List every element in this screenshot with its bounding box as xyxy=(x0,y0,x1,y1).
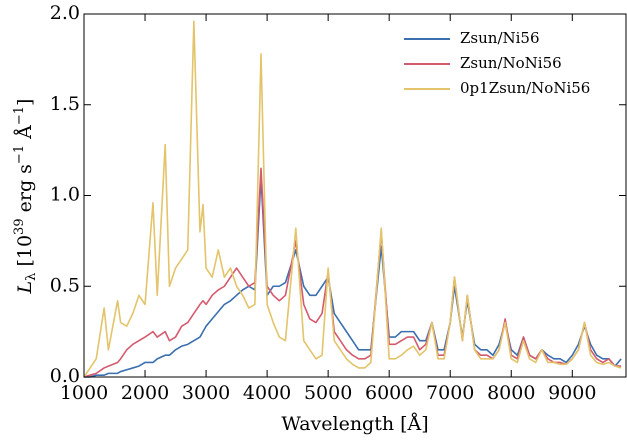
y-label-part: λ xyxy=(24,273,39,281)
x-tick-label: 2000 xyxy=(121,382,169,404)
y-label-part: L xyxy=(14,281,36,295)
x-tick-label: 6000 xyxy=(365,382,413,404)
y-label-part: erg s xyxy=(14,164,36,218)
series-line xyxy=(84,176,622,378)
x-tick-label: 4000 xyxy=(243,382,291,404)
y-label-part: Å xyxy=(14,125,36,145)
y-label-part: [10 xyxy=(14,235,36,273)
legend: Zsun/Ni56 Zsun/NoNi56 0p1Zsun/NoNi56 xyxy=(404,29,590,97)
y-label-part: ] xyxy=(14,99,36,106)
legend-label: Zsun/NoNi56 xyxy=(460,54,562,72)
y-tick-label: 0.0 xyxy=(50,365,80,387)
y-tick-label: 0.5 xyxy=(50,274,80,296)
y-label-part: −1 xyxy=(12,145,27,164)
legend-label: 0p1Zsun/NoNi56 xyxy=(460,79,590,97)
y-tick-label: 2.0 xyxy=(50,2,80,24)
y-label-part: 39 xyxy=(12,218,27,235)
x-tick-label: 1000 xyxy=(60,382,108,404)
y-axis-label: Lλ [1039 erg s−1 Å−1] xyxy=(12,99,39,295)
x-tick-label: 3000 xyxy=(182,382,230,404)
x-axis-label: Wavelength [Å] xyxy=(281,413,428,435)
y-label-part: −1 xyxy=(12,106,27,125)
y-tick-label: 1.5 xyxy=(50,93,80,115)
x-tick-label: 5000 xyxy=(304,382,352,404)
series-line xyxy=(83,167,622,378)
x-tick-label: 8000 xyxy=(487,382,535,404)
x-tick-label: 7000 xyxy=(426,382,474,404)
y-tick-label: 1.0 xyxy=(50,184,80,206)
series-line xyxy=(83,20,622,378)
legend-label: Zsun/Ni56 xyxy=(460,29,540,47)
x-tick-label: 9000 xyxy=(548,382,596,404)
